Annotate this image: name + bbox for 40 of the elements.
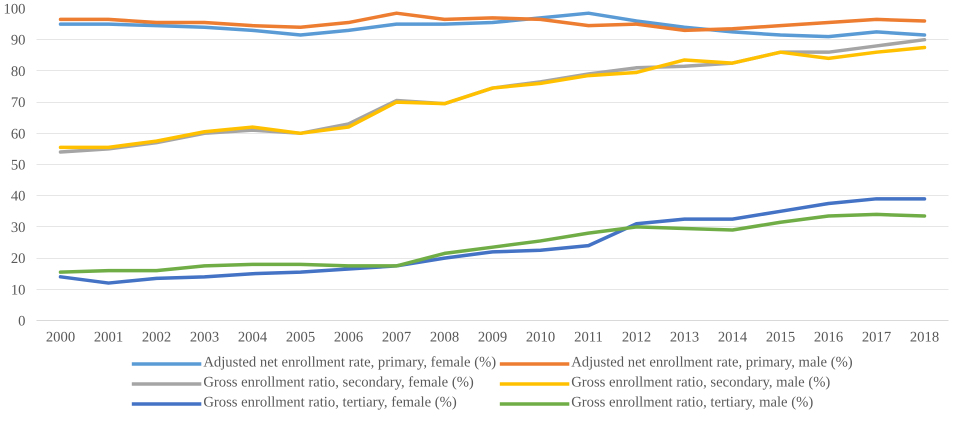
- x-tick-label: 2008: [430, 330, 460, 346]
- x-tick-label: 2015: [766, 330, 796, 346]
- y-tick-label: 60: [10, 126, 26, 142]
- x-tick-label: 2005: [286, 330, 316, 346]
- line-series: [58, 11, 926, 38]
- y-tick-label: 10: [10, 282, 26, 298]
- line-series: [58, 11, 926, 32]
- x-tick-label: 2017: [862, 330, 892, 346]
- legend-label: Adjusted net enrollment rate, primary, female (%): [203, 354, 496, 372]
- legend-label: Adjusted net enrollment rate, primary, male (%): [571, 354, 853, 372]
- x-tick-label: 2006: [334, 330, 364, 346]
- legend-label: Gross enrollment ratio, tertiary, male (%): [571, 394, 814, 412]
- y-tick-label: 0: [18, 314, 26, 330]
- line-series: [58, 197, 926, 285]
- y-tick-label: 30: [10, 220, 26, 236]
- x-tick-label: 2014: [718, 330, 748, 346]
- y-tick-label: 40: [10, 188, 26, 205]
- x-tick-label: 2013: [670, 330, 700, 346]
- legend-label: Gross enrollment ratio, tertiary, female (%): [203, 394, 457, 412]
- y-tick-label: 20: [10, 251, 26, 268]
- x-tick-label: 2003: [190, 330, 220, 346]
- y-tick-label: 50: [10, 158, 26, 174]
- legend-label: Gross enrollment ratio, secondary, male (%): [571, 374, 830, 392]
- x-tick-label: 2000: [46, 330, 76, 346]
- x-tick-label: 2001: [94, 330, 124, 346]
- x-tick-label: 2007: [382, 330, 412, 346]
- x-tick-label: 2002: [142, 330, 172, 346]
- y-tick-label: 90: [10, 32, 26, 49]
- y-tick-label: 70: [10, 95, 26, 112]
- line-series: [58, 212, 926, 274]
- y-tick-label: 100: [4, 2, 26, 18]
- x-tick-label: 2010: [526, 330, 556, 346]
- x-tick-label: 2018: [910, 330, 940, 346]
- x-tick-label: 2011: [574, 330, 603, 346]
- x-tick-label: 2009: [478, 330, 508, 346]
- legend-label: Gross enrollment ratio, secondary, female (%): [203, 374, 474, 392]
- x-tick-label: 2012: [622, 330, 652, 346]
- x-tick-label: 2016: [814, 330, 844, 346]
- y-tick-label: 80: [10, 64, 26, 80]
- x-tick-label: 2004: [238, 330, 268, 346]
